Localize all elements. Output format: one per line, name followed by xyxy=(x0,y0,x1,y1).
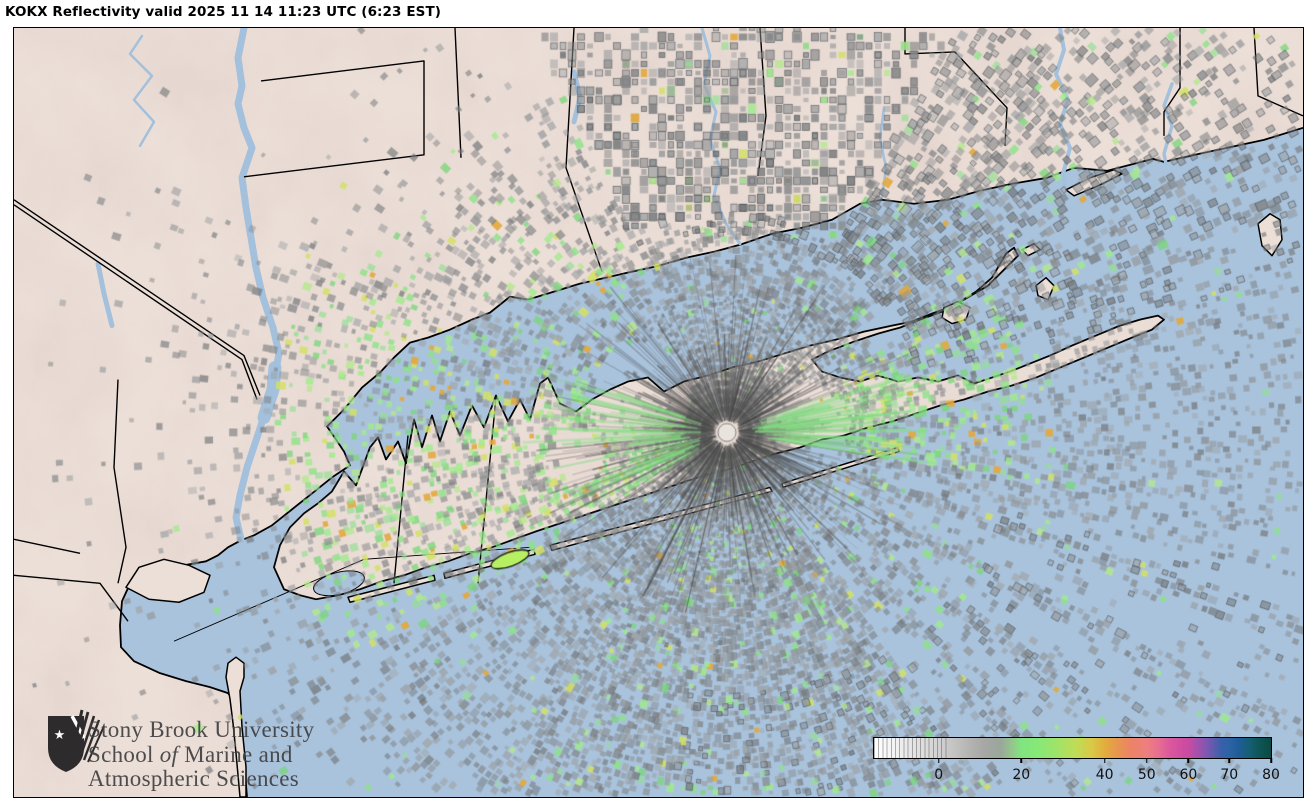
page-title: KOKX Reflectivity valid 2025 11 14 11:23… xyxy=(5,4,442,20)
shield-icon: ★ xyxy=(48,709,105,772)
colorbar-tick xyxy=(937,758,940,763)
colorbar-discrete-steps xyxy=(874,738,950,758)
colorbar-tick xyxy=(1187,758,1190,763)
colorbar-label: 80 xyxy=(1262,767,1280,783)
reflectivity-colorbar: 0 20 40 50 60 70 80 xyxy=(873,737,1280,783)
radar-echo-layer xyxy=(14,28,1303,797)
colorbar-tick xyxy=(1145,758,1148,763)
colorbar-tick xyxy=(1020,758,1023,763)
colorbar-label: 50 xyxy=(1137,767,1156,783)
colorbar-label: 40 xyxy=(1095,767,1114,783)
branding-line1: Stony Brook University xyxy=(88,717,315,742)
svg-text:★: ★ xyxy=(54,728,66,743)
colorbar-label: 0 xyxy=(934,767,944,783)
colorbar-tick xyxy=(1228,758,1231,763)
stony-brook-logo: ★ xyxy=(48,709,105,772)
branding-text: Stony Brook University School of Marine a… xyxy=(88,717,315,791)
branding-line3: Atmospheric Sciences xyxy=(88,766,300,791)
radar-map: ★ Stony Brook University School of Marine… xyxy=(13,27,1304,798)
colorbar-label: 20 xyxy=(1012,767,1031,783)
colorbar-label: 60 xyxy=(1179,767,1198,783)
colorbar-tick xyxy=(1270,758,1272,763)
colorbar-label: 70 xyxy=(1220,767,1239,783)
colorbar-tick xyxy=(1103,758,1106,763)
